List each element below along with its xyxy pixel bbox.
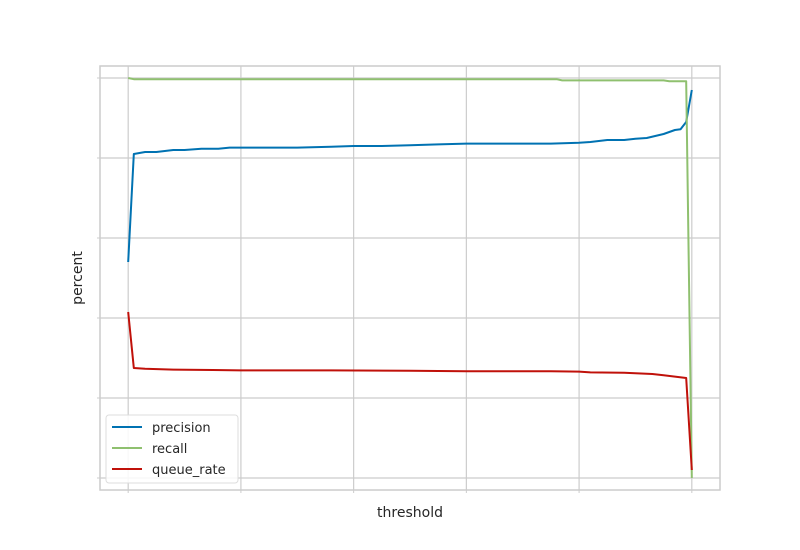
series-lines xyxy=(127,77,693,479)
legend-label-recall: recall xyxy=(152,442,187,457)
legend-frame xyxy=(105,414,239,484)
plot-frame xyxy=(99,65,721,491)
legend: precision recall queue_rate xyxy=(105,414,239,484)
series-line-queue-rate xyxy=(127,311,693,471)
grid xyxy=(100,66,720,490)
series-line-recall xyxy=(127,77,693,479)
y-axis-label: percent xyxy=(70,251,86,305)
x-axis-label: threshold xyxy=(377,505,443,521)
series-line-precision xyxy=(127,89,693,263)
legend-label-queue-rate: queue_rate xyxy=(152,463,226,478)
legend-label-precision: precision xyxy=(152,421,211,436)
